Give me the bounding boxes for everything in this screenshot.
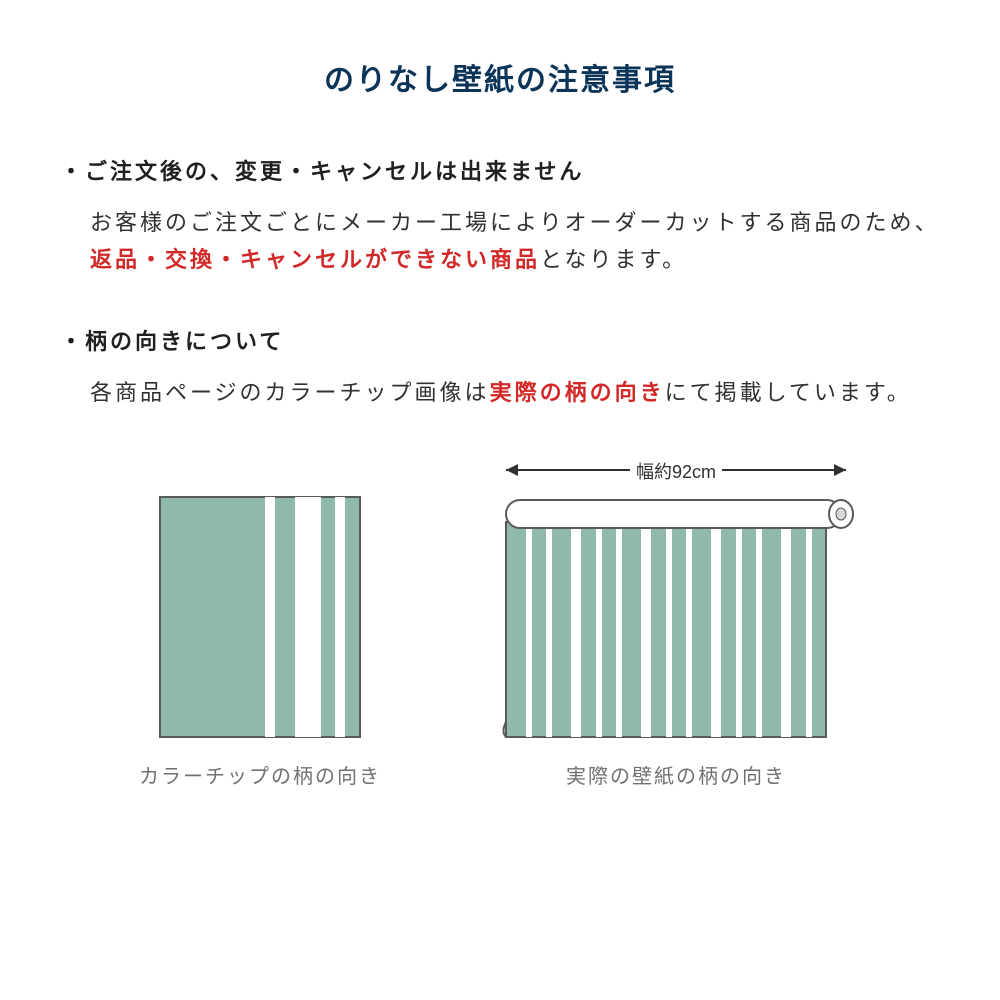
heading-cancel: ご注文後の、変更・キャンセルは出来ません: [60, 154, 940, 186]
chip-caption: カラーチップの柄の向き: [139, 760, 381, 789]
body-cancel: お客様のご注文ごとにメーカー工場によりオーダーカットする商品のため、返品・交換・…: [60, 204, 940, 279]
roll-illustration: [491, 492, 861, 742]
width-label: 幅約92cm: [630, 458, 722, 484]
body-cancel-pre: お客様のご注文ごとにメーカー工場によりオーダーカットする商品のため、: [90, 210, 940, 235]
body-direction-red: 実際の柄の向き: [490, 380, 665, 405]
roll-caption: 実際の壁紙の柄の向き: [566, 760, 786, 789]
body-cancel-post: となります。: [540, 247, 687, 272]
body-direction-pre: 各商品ページのカラーチップ画像は: [90, 380, 490, 405]
page-title: のりなし壁紙の注意事項: [60, 55, 940, 99]
heading-direction: 柄の向きについて: [60, 324, 940, 356]
section-order-cancel: ご注文後の、変更・キャンセルは出来ません お客様のご注文ごとにメーカー工場により…: [60, 154, 940, 279]
diagram-wallpaper-roll: 幅約92cm: [491, 456, 861, 789]
diagram-color-chip: カラーチップの柄の向き: [139, 492, 381, 789]
body-direction-post: にて掲載しています。: [665, 380, 912, 405]
diagrams-row: カラーチップの柄の向き 幅約92cm: [60, 456, 940, 789]
body-direction: 各商品ページのカラーチップ画像は実際の柄の向きにて掲載しています。: [60, 374, 940, 411]
chip-swatch-illustration: [150, 492, 370, 742]
section-pattern-direction: 柄の向きについて 各商品ページのカラーチップ画像は実際の柄の向きにて掲載していま…: [60, 324, 940, 411]
body-cancel-red: 返品・交換・キャンセルができない商品: [90, 247, 540, 272]
